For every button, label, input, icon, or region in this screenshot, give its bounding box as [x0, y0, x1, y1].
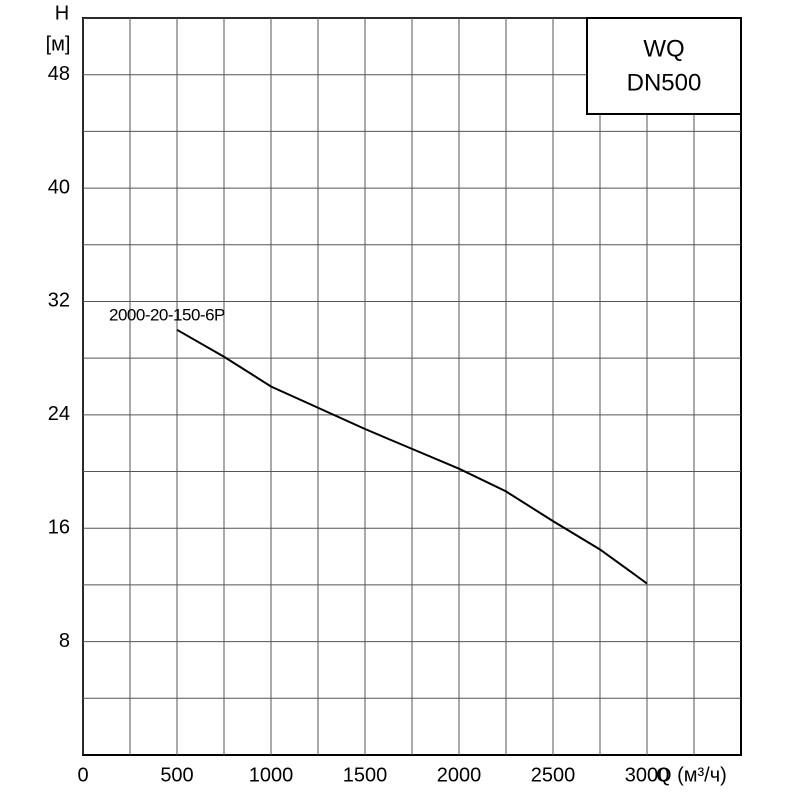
y-tick-label: 8 — [59, 630, 70, 652]
x-tick-label: 3000 — [625, 764, 670, 786]
x-tick-label: 1000 — [249, 764, 294, 786]
grid — [82, 17, 741, 755]
y-tick-label: 48 — [48, 63, 70, 85]
x-tick-label: 1500 — [343, 764, 388, 786]
y-axis-label: [м] — [46, 33, 71, 55]
y-tick-label: 24 — [48, 403, 70, 425]
x-tick-label: 0 — [77, 764, 88, 786]
curve — [176, 328, 648, 585]
y-tick-label: 40 — [48, 176, 70, 198]
y-axis-label: H — [55, 2, 69, 24]
y-tick-label: 16 — [48, 517, 70, 539]
y-tick-label: 32 — [48, 290, 70, 312]
title-line: WQ — [643, 35, 684, 62]
x-tick-label: 500 — [160, 764, 193, 786]
series-label: 2000-20-150-6P — [109, 305, 225, 324]
x-tick-label: 2000 — [437, 764, 482, 786]
title-box — [586, 17, 742, 115]
x-tick-label: 2500 — [531, 764, 576, 786]
title-line: DN500 — [627, 69, 702, 96]
x-axis-label: Q (м³/ч) — [656, 764, 727, 786]
